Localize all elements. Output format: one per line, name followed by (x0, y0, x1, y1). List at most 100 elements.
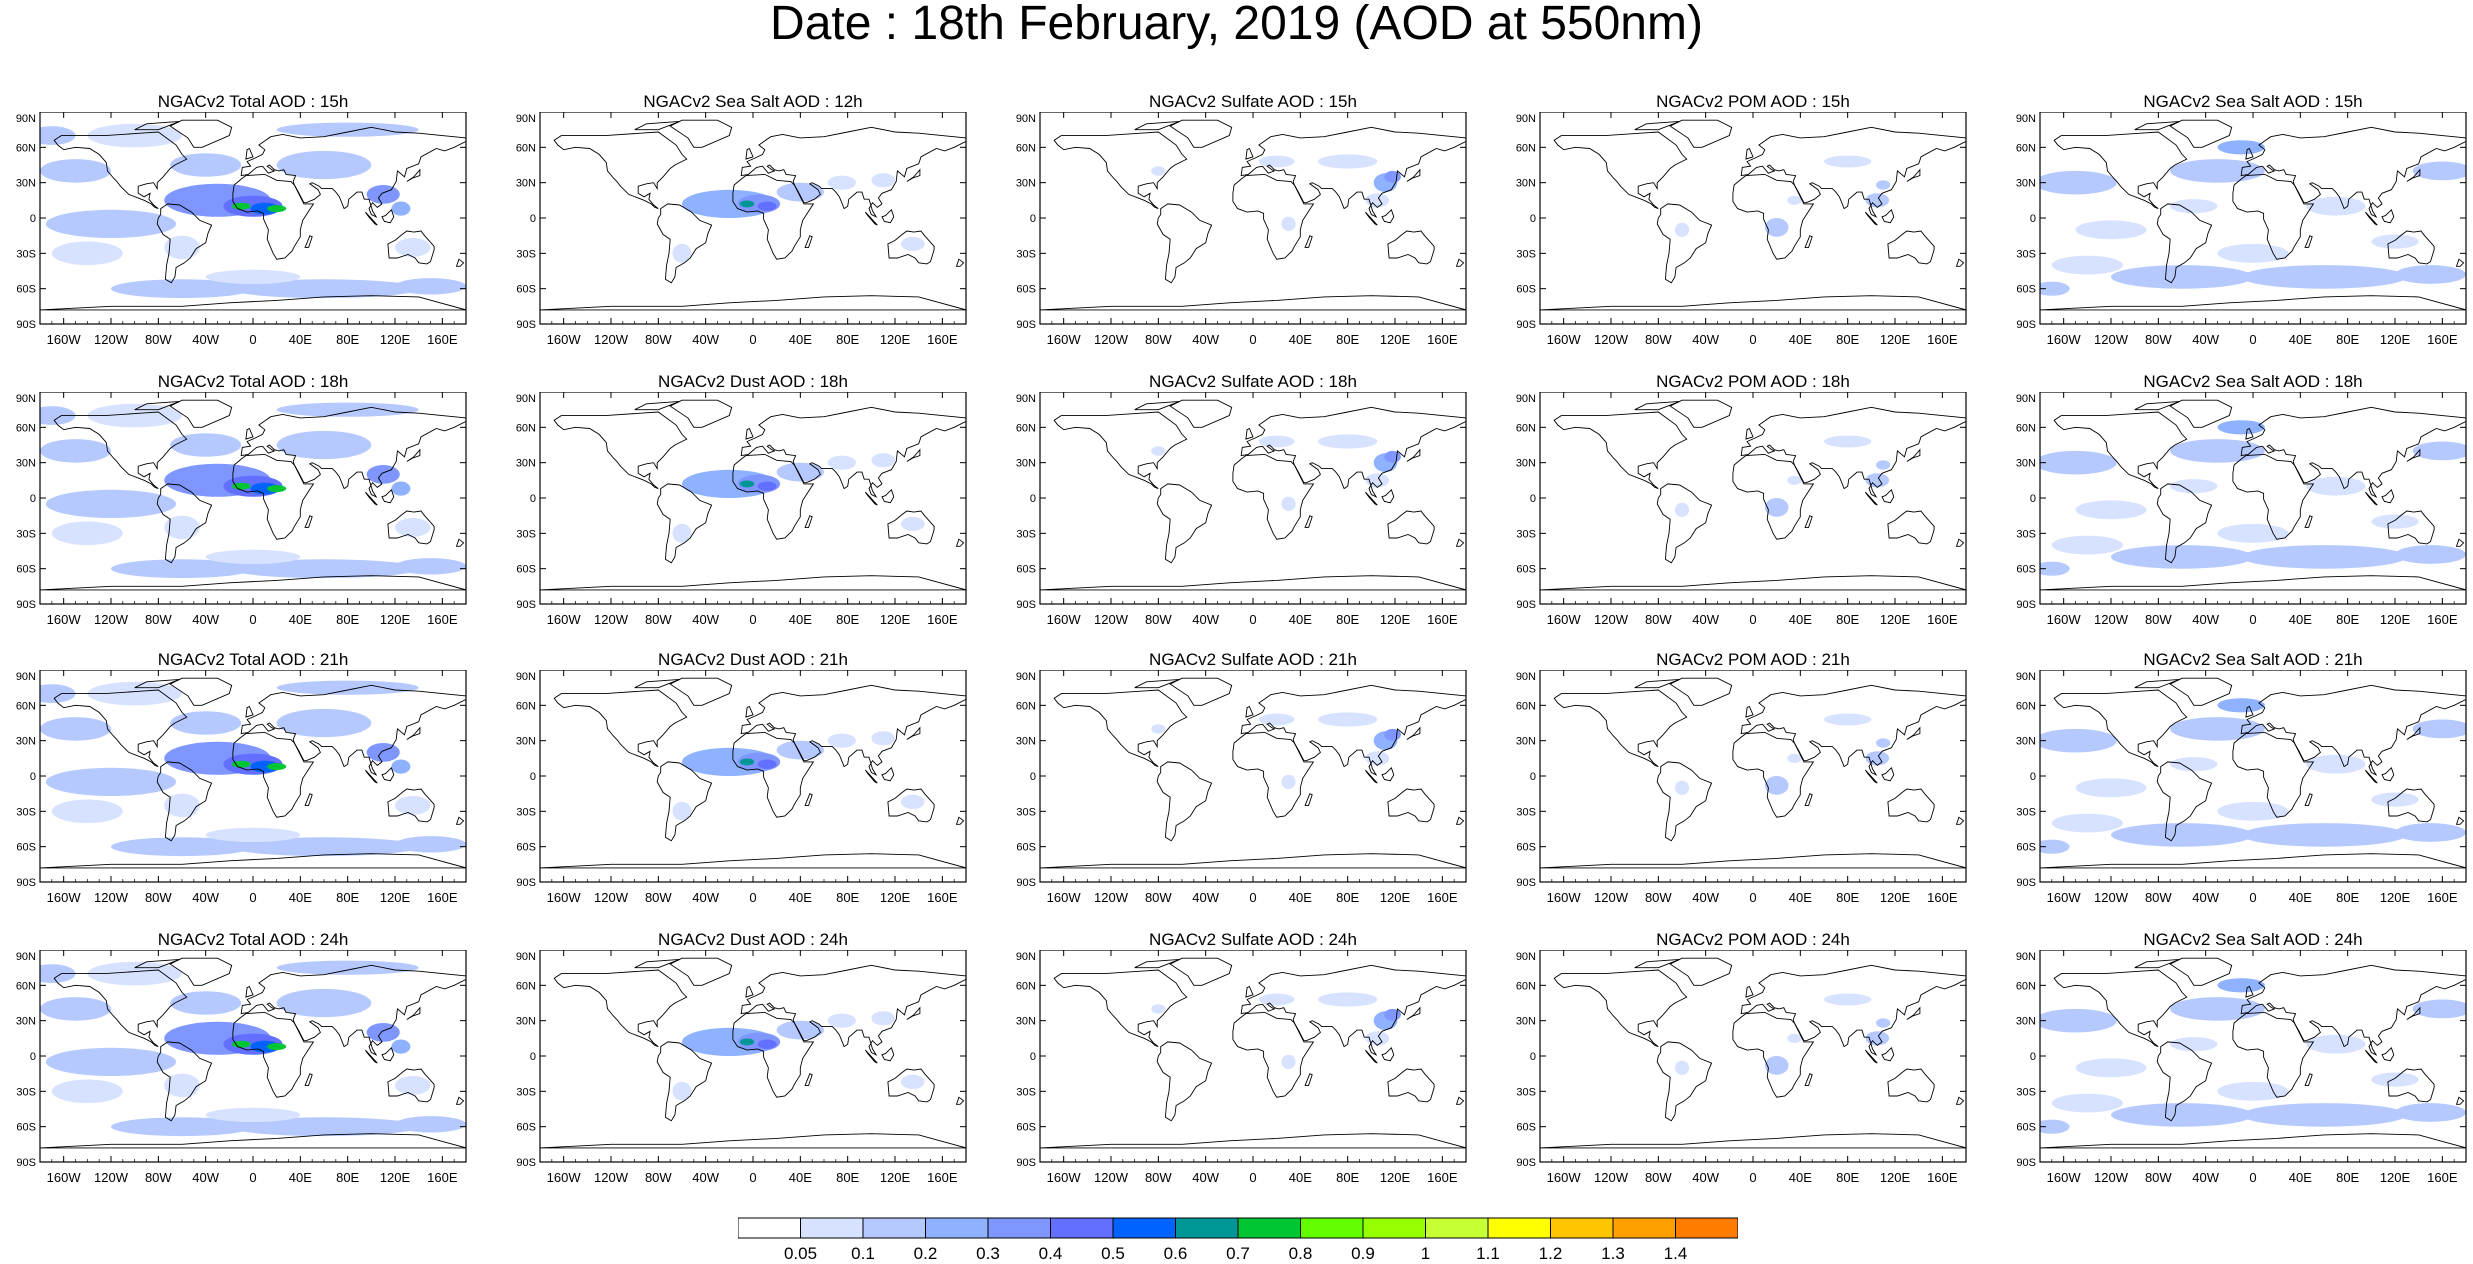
coastline (40, 295, 466, 311)
lat-label: 0 (1530, 771, 1536, 783)
coastline (1365, 769, 1378, 784)
aod-field (170, 991, 242, 1015)
coastline (1881, 488, 1895, 504)
lon-label: 120E (2380, 1170, 2411, 1185)
map-frame (1039, 112, 1467, 325)
coastline (745, 985, 754, 998)
aod-field (170, 433, 242, 457)
coastline (1387, 510, 1435, 545)
coastline (387, 230, 435, 265)
colorbar-box (1550, 1217, 1614, 1239)
lon-label: 80W (1145, 1170, 1172, 1185)
aod-field (1876, 180, 1891, 190)
coastline (1053, 689, 1188, 768)
lat-label: 30N (16, 178, 36, 190)
lat-label: 30S (1516, 806, 1536, 818)
aod-field (1258, 435, 1295, 448)
aod-field (205, 269, 301, 284)
lat-label: 30N (2016, 1016, 2036, 1028)
aod-field (231, 482, 251, 490)
coastline (156, 1041, 213, 1122)
coastline (1906, 1006, 1921, 1020)
coastline (406, 726, 421, 740)
coastline (1906, 168, 1921, 182)
aod-field (2170, 159, 2265, 183)
aod-field (2241, 265, 2407, 289)
coastline (1540, 295, 1966, 311)
aod-field (1151, 1004, 1166, 1014)
lat-label: 60N (1016, 142, 1036, 154)
aod-field (1384, 1008, 1401, 1021)
lat-label: 0 (30, 771, 36, 783)
coastline (1365, 211, 1378, 226)
aod-field (45, 1047, 177, 1076)
coastline (1381, 208, 1395, 224)
lon-label: 120E (380, 890, 411, 905)
coastline (1732, 173, 1815, 260)
colorbar-label: 0.8 (1288, 1244, 1313, 1263)
coastline (553, 969, 688, 1048)
lon-label: 40W (1692, 612, 1719, 627)
panel-title: NGACv2 Total AOD : 21h (157, 650, 349, 669)
world-map: 90N 60N 30N 0 30S 60S 90S 160W 120W 80W 40W 0 40E 80E… (16, 670, 467, 905)
world-map: 90N 60N 30N 0 30S 60S 90S 160W 120W 80W 40W 0 40E 80E… (1516, 112, 1967, 347)
coastline (2169, 119, 2233, 148)
map-frame (1039, 950, 1467, 1163)
aod-field (1151, 166, 1166, 176)
lat-label: 90S (2016, 599, 2036, 611)
coastline (732, 173, 815, 260)
map-panel-total: NGACv2 Total AOD : 24h 90N 60N 30N 0 30S 60S 90… (0, 930, 500, 1202)
lon-label: 120W (1094, 890, 1129, 905)
lon-label: 120E (880, 332, 911, 347)
coastline (1053, 969, 1188, 1048)
lon-label: 80E (836, 890, 859, 905)
lon-label: 160E (2427, 612, 2458, 627)
lon-label: 80E (336, 890, 359, 905)
aod-field (2051, 813, 2123, 833)
lon-label: 160W (47, 890, 82, 905)
panel-title: NGACv2 Dust AOD : 24h (658, 930, 848, 949)
coastline (2455, 816, 2465, 825)
coastline (1669, 957, 1733, 986)
lat-label: 90S (2016, 319, 2036, 331)
coastline (1881, 208, 1895, 224)
aod-field (757, 759, 777, 769)
coastline (732, 1011, 815, 1098)
world-map: 90N 60N 30N 0 30S 60S 90S 160W 120W 80W 40W 0 40E 80E… (516, 112, 967, 347)
lat-label: 90N (2016, 113, 2036, 125)
coastline (240, 126, 466, 218)
lon-label: 160W (47, 1170, 82, 1185)
colorbar-box (1362, 1217, 1426, 1239)
aod-field (757, 1039, 777, 1049)
coastline (1881, 1046, 1895, 1062)
coastline (1040, 575, 1466, 591)
coastline (1732, 453, 1815, 540)
coastline (2455, 538, 2465, 547)
aod-field (40, 159, 111, 183)
coastline (2381, 208, 2395, 224)
coastline (1540, 575, 1966, 591)
lat-label: 90N (2016, 951, 2036, 963)
lat-label: 30S (2016, 1086, 2036, 1098)
coastline (2134, 120, 2180, 131)
coastline (1906, 726, 1921, 740)
lon-label: 160E (2427, 332, 2458, 347)
lon-label: 120E (2380, 332, 2411, 347)
aod-field (2306, 196, 2366, 216)
aod-field (672, 1081, 692, 1101)
lon-label: 40W (192, 612, 219, 627)
lon-label: 120E (1880, 332, 1911, 347)
coastline (881, 1046, 895, 1062)
aod-field (2170, 757, 2218, 772)
aod-field (276, 402, 419, 417)
lon-label: 80W (1145, 890, 1172, 905)
lon-label: 0 (749, 332, 756, 347)
lon-label: 80W (145, 612, 172, 627)
coastline (804, 235, 813, 248)
lon-label: 80W (2145, 890, 2172, 905)
lat-label: 60N (1516, 700, 1536, 712)
aod-field (2075, 220, 2147, 240)
lat-label: 90N (1516, 951, 1536, 963)
aod-field (45, 209, 177, 238)
lon-label: 80W (2145, 1170, 2172, 1185)
